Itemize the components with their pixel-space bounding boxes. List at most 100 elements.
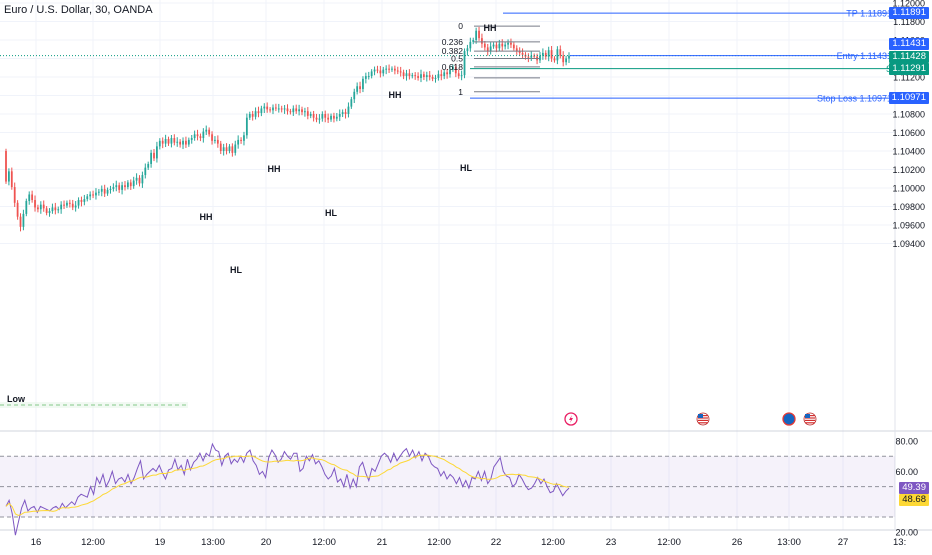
candle-body <box>373 69 376 72</box>
candle-body <box>48 211 51 213</box>
candle-body <box>396 70 399 72</box>
candle-body <box>318 118 321 120</box>
candle-body <box>77 200 80 206</box>
candle-body <box>512 44 515 49</box>
candle-body <box>463 51 466 76</box>
candle-body <box>443 72 446 77</box>
y-tick-label: 1.10000 <box>892 184 925 194</box>
candle-body <box>25 200 28 214</box>
candle-body <box>97 191 100 193</box>
fib-level-label: 0.382 <box>442 46 464 56</box>
candle-body <box>498 43 501 49</box>
candle-body <box>54 207 57 211</box>
candle-body <box>437 74 440 78</box>
candle-body <box>428 75 431 77</box>
candle-body <box>434 77 437 79</box>
candle-body <box>388 68 390 70</box>
candle-body <box>118 185 121 190</box>
s-price-badge: 1.11291 <box>889 62 929 75</box>
candle-body <box>51 207 54 212</box>
stop-loss-price-badge: 1.10971 <box>888 92 929 105</box>
y-tick-label: 1.10800 <box>892 110 925 120</box>
x-tick-label: 12:00 <box>81 537 105 548</box>
candle-body <box>234 144 237 153</box>
candle-body <box>338 114 341 117</box>
candle-body <box>182 140 184 145</box>
y-tick-label: 1.11200 <box>893 73 925 83</box>
candle-body <box>132 180 135 187</box>
candle-body <box>422 74 425 77</box>
x-tick-label: 22 <box>491 537 502 548</box>
candle-body <box>185 140 187 145</box>
candle-body <box>486 47 489 52</box>
candle-body <box>126 182 129 188</box>
flag-stripe <box>698 419 708 421</box>
candle-body <box>492 44 495 47</box>
candle-body <box>565 58 567 63</box>
candle-body <box>214 139 216 141</box>
candle-body <box>385 68 388 70</box>
candle-body <box>19 216 22 227</box>
candle-body <box>89 194 92 197</box>
candle-body <box>228 146 231 151</box>
low-level-zone <box>0 402 188 408</box>
candle-body <box>440 74 443 77</box>
structure-annotation: HH <box>484 23 497 33</box>
x-tick-label: 27 <box>838 537 849 548</box>
candle-body <box>327 117 330 120</box>
candle-body <box>176 141 179 143</box>
candle-body <box>286 108 289 112</box>
candle-body <box>16 202 19 217</box>
x-tick-label: 19 <box>155 537 166 548</box>
candle-body <box>335 116 338 119</box>
candle-body <box>483 43 486 48</box>
candle-body <box>353 91 356 100</box>
x-tick-label: 16 <box>31 537 42 548</box>
candle-body <box>289 111 292 113</box>
candle-body <box>405 73 408 77</box>
candle-body <box>263 106 266 109</box>
candle-body <box>475 30 478 40</box>
candle-body <box>425 75 428 77</box>
candle-body <box>295 108 298 112</box>
s-label: S <box>886 64 892 74</box>
rsi-ma-line <box>5 454 570 517</box>
fib-level-label: 1 <box>458 87 463 97</box>
candle-body <box>547 50 550 57</box>
candle-body <box>37 207 39 210</box>
candle-body <box>269 109 271 111</box>
candle-body <box>304 111 306 113</box>
last-price-badge: 1.11428 <box>889 50 929 63</box>
candle-body <box>153 152 155 159</box>
lightning-bolt <box>569 415 573 423</box>
flag-stripe <box>805 422 815 424</box>
candle-body <box>306 111 309 116</box>
us-flag-icon <box>696 412 710 426</box>
candle-body <box>106 189 109 194</box>
candle-body <box>283 108 286 110</box>
candle-body <box>510 42 512 45</box>
candle-body <box>367 76 370 78</box>
candle-body <box>173 138 176 143</box>
candle-body <box>544 52 547 57</box>
candle-body <box>518 51 521 53</box>
candle-body <box>219 143 222 151</box>
candle-body <box>452 66 454 70</box>
x-tick-label: 21 <box>377 537 388 548</box>
y-tick-label: 1.09600 <box>892 221 925 231</box>
y-tick-label: 1.10200 <box>892 165 925 175</box>
y-tick-label: 1.09800 <box>892 202 925 212</box>
flag-stripe <box>698 422 708 424</box>
candle-body <box>559 49 562 56</box>
candle-body <box>205 129 208 132</box>
candle-body <box>42 204 45 209</box>
candle-body <box>356 86 359 92</box>
candle-body <box>277 108 280 110</box>
tp-price-badge: 1.11891 <box>889 7 929 20</box>
candle-body <box>402 72 405 77</box>
x-tick-label: 12:00 <box>427 537 451 548</box>
candle-body <box>553 58 556 61</box>
candle-body <box>382 69 385 74</box>
